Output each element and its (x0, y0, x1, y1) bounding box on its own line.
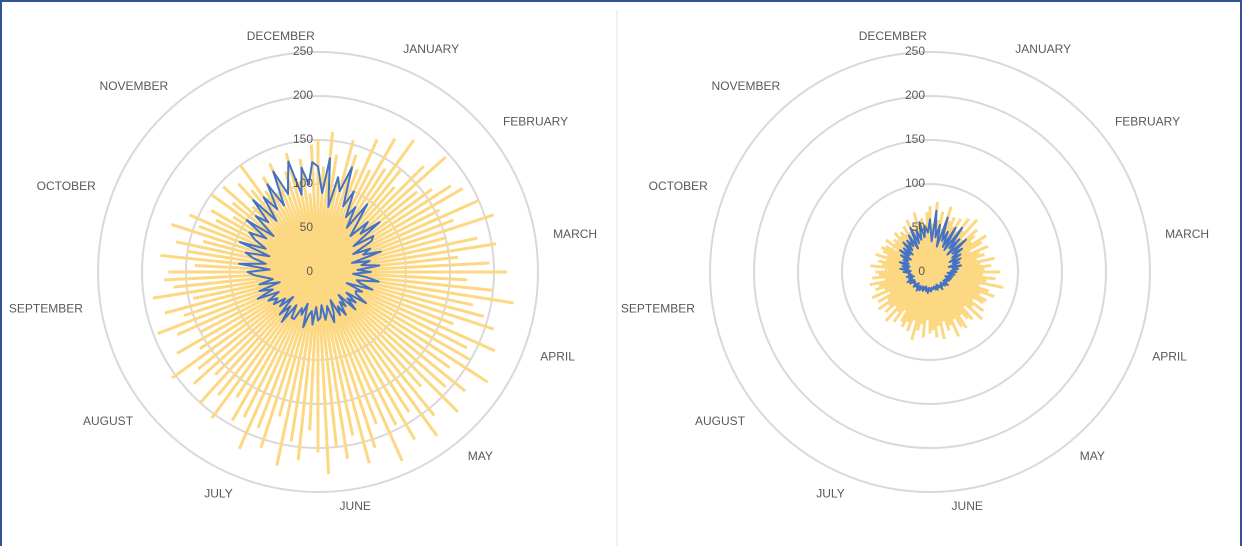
month-label: APRIL (1152, 349, 1187, 363)
month-label: FEBRUARY (503, 114, 568, 128)
radar-chart: 0 50 100 150 200 250 JANUARY FEBRUARY MARCH APRIL… (621, 29, 1209, 513)
r-tick-label: 250 (905, 44, 925, 58)
grid-ring (797, 139, 1063, 405)
spike (317, 199, 480, 274)
month-label: JUNE (952, 499, 983, 513)
spike (317, 270, 489, 384)
spike (199, 270, 320, 404)
month-label: JULY (204, 486, 232, 500)
series-line (898, 209, 967, 295)
r-tick-label: 200 (293, 88, 313, 102)
spike (317, 270, 514, 305)
spike (316, 270, 460, 414)
spike (317, 270, 496, 353)
month-label: DECEMBER (859, 29, 927, 43)
spike (317, 242, 497, 274)
grid-ring (709, 51, 1151, 493)
r-tick-label: 250 (293, 44, 313, 58)
r-tick-label: 0 (918, 264, 925, 278)
spike (275, 271, 320, 466)
series-line (238, 157, 382, 329)
spike (296, 271, 320, 461)
month-label: MAY (1080, 449, 1105, 463)
spike (316, 271, 371, 464)
spike (259, 271, 320, 449)
r-tick-label: 100 (293, 176, 313, 190)
month-label: OCTOBER (37, 179, 96, 193)
spike (925, 212, 932, 273)
spike (316, 271, 331, 475)
spike (171, 270, 319, 380)
spike (317, 270, 466, 393)
month-label: MARCH (1165, 227, 1209, 241)
r-tick-label: 0 (306, 264, 313, 278)
month-label: MARCH (553, 227, 597, 241)
spike (316, 271, 350, 460)
spike (316, 271, 417, 441)
month-label: MAY (468, 449, 493, 463)
r-tick-label: 150 (905, 132, 925, 146)
spike (316, 271, 338, 448)
r-tick-label: 100 (905, 176, 925, 190)
month-label: NOVEMBER (100, 79, 169, 93)
month-label: SEPTEMBER (9, 301, 83, 315)
month-label: AUGUST (83, 414, 134, 428)
r-tick-label: 150 (293, 132, 313, 146)
grid-ring (753, 95, 1107, 449)
month-label: JANUARY (1015, 42, 1071, 56)
month-label: AUGUST (695, 414, 746, 428)
spike (317, 270, 472, 362)
r-tick-label: 50 (912, 220, 926, 234)
spike (237, 271, 320, 450)
spike (316, 271, 439, 437)
month-label: APRIL (540, 349, 575, 363)
month-label: JULY (816, 486, 844, 500)
spike (316, 271, 377, 449)
grid-ring (841, 183, 1019, 361)
spike (317, 270, 494, 292)
spike (316, 271, 436, 417)
spike (317, 213, 495, 274)
month-label: FEBRUARY (1115, 114, 1180, 128)
grid-ring (97, 51, 539, 493)
r-tick-label: 200 (905, 88, 925, 102)
spike (210, 271, 320, 419)
month-label: OCTOBER (649, 179, 708, 193)
r-tick-label: 50 (300, 220, 314, 234)
radar-chart: 0 50 100 150 200 250 JANUARY FEBRUARY MARCH APRIL… (9, 29, 597, 513)
month-label: SEPTEMBER (621, 301, 695, 315)
month-label: JUNE (340, 499, 371, 513)
month-label: DECEMBER (247, 29, 315, 43)
month-label: NOVEMBER (712, 79, 781, 93)
month-label: JANUARY (403, 42, 459, 56)
spike (317, 270, 495, 331)
